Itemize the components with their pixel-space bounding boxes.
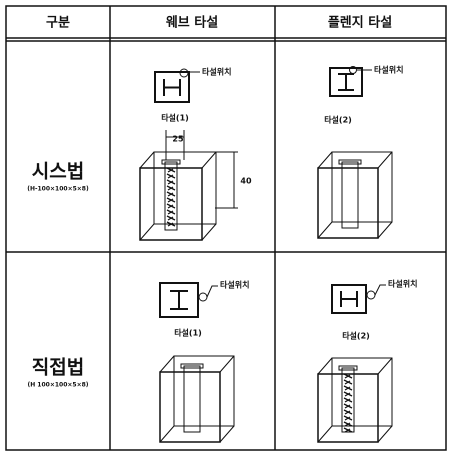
section-icon: [329, 67, 363, 97]
dimension-label: 25: [172, 135, 184, 144]
concrete-hatch: [343, 379, 353, 385]
concrete-hatch: [343, 409, 353, 415]
position-label: 타설위치: [374, 65, 403, 75]
concrete-hatch: [166, 185, 176, 191]
pour-label: 타설(2): [342, 331, 370, 341]
pour-label: 타설(1): [161, 113, 189, 123]
concrete-hatch: [166, 215, 176, 221]
member: [164, 161, 178, 231]
method-name: 시스법: [32, 161, 84, 183]
table-border: [5, 5, 447, 451]
box-back: [331, 357, 393, 427]
box-back: [173, 355, 235, 427]
leader: [374, 284, 386, 296]
position-label: 타설위치: [388, 279, 417, 289]
pour-point: [198, 292, 208, 302]
concrete-hatch: [343, 427, 353, 433]
table-grid: [5, 5, 447, 451]
header-cell: 플렌지 타설: [328, 15, 392, 31]
concrete-hatch: [166, 203, 176, 209]
dimension: [165, 130, 185, 160]
box-front: [317, 167, 379, 239]
section-icon: [331, 284, 367, 314]
pour-point: [349, 66, 357, 74]
concrete-hatch: [166, 209, 176, 215]
box-front: [139, 167, 203, 241]
concrete-hatch: [343, 385, 353, 391]
header-cell: 구분: [46, 16, 70, 31]
pour-label: 타설(2): [324, 115, 352, 125]
pour-label: 타설(1): [174, 328, 202, 338]
section-icon: [154, 71, 190, 103]
box-edge: [139, 151, 217, 241]
h-section: [170, 290, 188, 310]
concrete-hatch: [343, 421, 353, 427]
h-section: [338, 73, 354, 91]
member: [341, 161, 359, 229]
member-flange: [180, 363, 204, 369]
concrete-hatch: [166, 191, 176, 197]
method-name: 직접법: [32, 357, 84, 379]
section-icon: [159, 282, 199, 318]
dimension: [215, 151, 238, 209]
box-back: [153, 151, 217, 225]
h-section: [163, 79, 181, 96]
member-flange: [338, 365, 358, 371]
box-front: [317, 373, 379, 443]
dimension-label: 40: [240, 177, 252, 186]
method-spec: (H 100×100×5×8): [27, 382, 88, 389]
header-cell: 웨브 타설: [166, 15, 218, 31]
box-edge: [317, 357, 393, 443]
concrete-hatch: [343, 415, 353, 421]
pour-point: [366, 290, 376, 300]
concrete-hatch: [166, 221, 176, 227]
concrete-hatch: [166, 173, 176, 179]
concrete-hatch: [343, 397, 353, 403]
concrete-hatch: [166, 197, 176, 203]
leader: [206, 285, 218, 298]
position-label: 타설위치: [220, 280, 249, 290]
box-front: [159, 371, 221, 443]
member: [183, 365, 201, 433]
method-spec: (H-100×100×5×8): [27, 186, 89, 193]
position-label: 타설위치: [202, 67, 231, 77]
pour-point: [179, 68, 189, 78]
box-edge: [317, 151, 393, 239]
concrete-hatch: [343, 391, 353, 397]
box-edge: [159, 355, 235, 443]
concrete-hatch: [166, 179, 176, 185]
member: [341, 367, 355, 433]
h-section: [340, 291, 358, 307]
member-flange: [338, 159, 362, 165]
member-flange: [161, 159, 181, 165]
concrete-hatch: [343, 403, 353, 409]
box-back: [331, 151, 393, 223]
